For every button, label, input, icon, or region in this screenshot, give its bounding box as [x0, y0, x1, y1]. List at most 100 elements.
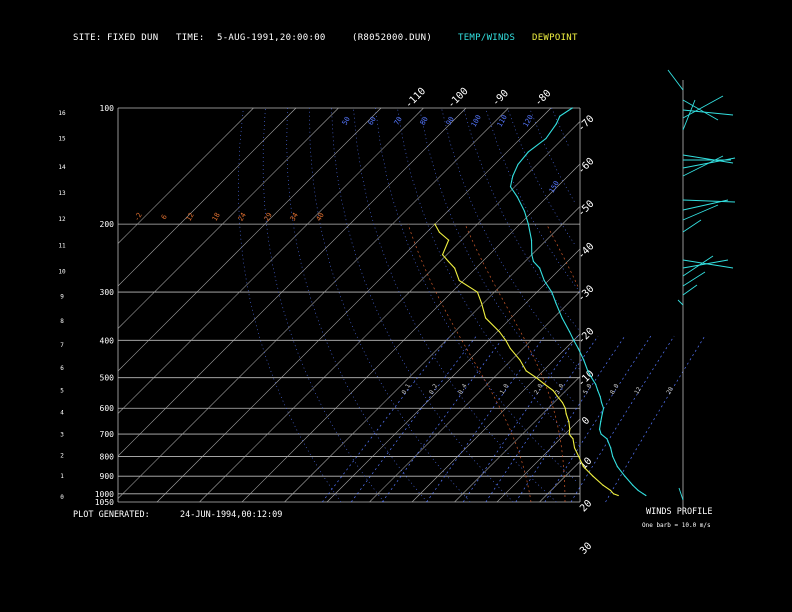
temperature-point: [568, 331, 571, 333]
wind-barb: [682, 259, 729, 269]
dewpoint-point: [582, 465, 585, 468]
temperature-point: [555, 123, 557, 125]
isotherm-label: 20: [578, 498, 594, 514]
dewpoint-point: [609, 489, 612, 492]
dewpoint-point: [484, 317, 487, 319]
height-label: 0: [60, 494, 64, 501]
pressure-label: 700: [100, 430, 115, 439]
isotherm-label: -20: [576, 326, 597, 347]
dewpoint-profile: [434, 223, 619, 497]
dry-adiabat-line: [375, 107, 576, 481]
dewpoint-point: [565, 413, 567, 415]
temperature-point: [583, 359, 585, 361]
dewpoint-point: [509, 347, 511, 350]
dewpoint-point: [572, 438, 574, 440]
height-label: 11: [58, 242, 66, 249]
temperature-point: [597, 389, 599, 392]
pressure-label: 600: [100, 404, 115, 413]
temperature-profile: [509, 107, 647, 496]
dry-adiabat-line: [309, 107, 471, 503]
file-name: (R8052000.DUN): [352, 33, 433, 43]
dry-adiabat-label: 12: [185, 211, 196, 222]
isotherm-line: [117, 107, 509, 499]
mixing-ratio-line: [426, 335, 546, 503]
moist-adiabat-line: [407, 224, 532, 503]
wind-barb: [682, 155, 724, 177]
wind-barb: [667, 69, 684, 91]
dry-adiabat-label: 6: [160, 213, 169, 221]
isotherm-line: [117, 107, 339, 329]
temperature-point: [600, 401, 603, 404]
temperature-point: [516, 196, 518, 198]
winds-note: One barb = 10.0 m/s: [642, 522, 711, 529]
temperature-point: [587, 370, 589, 372]
temperature-point: [509, 186, 512, 188]
dewpoint-point: [448, 239, 450, 241]
dry-adiabat-label: 100: [470, 114, 483, 129]
site-label: SITE:: [73, 33, 102, 43]
isotherm-label: 30: [578, 541, 594, 557]
temperature-point: [543, 279, 545, 282]
wind-barb: [682, 99, 719, 121]
dry-adiabat-line: [551, 107, 569, 146]
height-label: 13: [58, 190, 66, 197]
mixing-ratio-line: [462, 335, 578, 503]
pressure-label: 300: [100, 288, 115, 297]
mixing-ratio-label: 2.0: [533, 382, 545, 395]
temperature-point: [527, 223, 529, 225]
dry-adiabat-line: [397, 107, 580, 446]
dewpoint-point: [525, 370, 527, 372]
dewpoint-point: [557, 396, 559, 398]
isotherm-label: -70: [576, 113, 597, 134]
temperature-point: [512, 175, 514, 177]
temperature-point: [555, 302, 557, 304]
height-label: 15: [58, 136, 66, 143]
mixing-ratio-line: [515, 335, 626, 503]
wind-barb: [677, 299, 684, 306]
dewpoint-point: [544, 383, 546, 385]
dewpoint-point: [434, 223, 436, 225]
temperature-point: [551, 291, 553, 293]
height-label: 16: [58, 110, 66, 117]
wind-barb: [682, 199, 729, 211]
wind-barb: [682, 154, 734, 164]
dewpoint-point: [498, 331, 501, 333]
wind-barb: [682, 271, 706, 287]
dry-adiabat-label: 80: [419, 115, 430, 126]
mixing-ratio-label: 3.0: [554, 382, 566, 395]
dewpoint-point: [458, 279, 460, 282]
isotherm-line: [496, 418, 581, 503]
dry-adiabat-line: [485, 107, 581, 293]
isotherm-line: [117, 107, 254, 244]
isotherm-label: -110: [403, 86, 428, 111]
dry-adiabat-line: [441, 107, 580, 370]
time-label: TIME:: [176, 33, 205, 43]
temperature-point: [559, 115, 561, 117]
isotherm-line: [117, 107, 467, 457]
wind-barb: [682, 284, 698, 296]
isotherm-line: [156, 107, 552, 503]
dry-adiabat-line: [262, 107, 385, 503]
pressure-label: 900: [100, 472, 115, 481]
temperature-point: [606, 438, 608, 440]
mixing-ratio-line: [350, 335, 477, 503]
dewpoint-point: [617, 494, 619, 497]
dry-adiabat-line: [507, 107, 575, 245]
temperature-point: [571, 107, 573, 109]
pressure-label: 100: [100, 104, 115, 113]
temperature-point: [539, 267, 541, 269]
dewpoint-point: [592, 475, 594, 477]
isotherm-label: -60: [576, 156, 597, 177]
temperature-point: [531, 254, 533, 256]
dry-adiabat-line: [331, 107, 514, 503]
height-label: 10: [58, 268, 66, 275]
dry-adiabat-line: [238, 107, 342, 503]
pressure-label: 500: [100, 374, 115, 383]
isotherm-line: [199, 121, 581, 503]
dewpoint-point: [505, 339, 507, 341]
isotherm-line: [411, 333, 581, 503]
pressure-label: 400: [100, 336, 115, 345]
temperature-point: [637, 489, 639, 492]
